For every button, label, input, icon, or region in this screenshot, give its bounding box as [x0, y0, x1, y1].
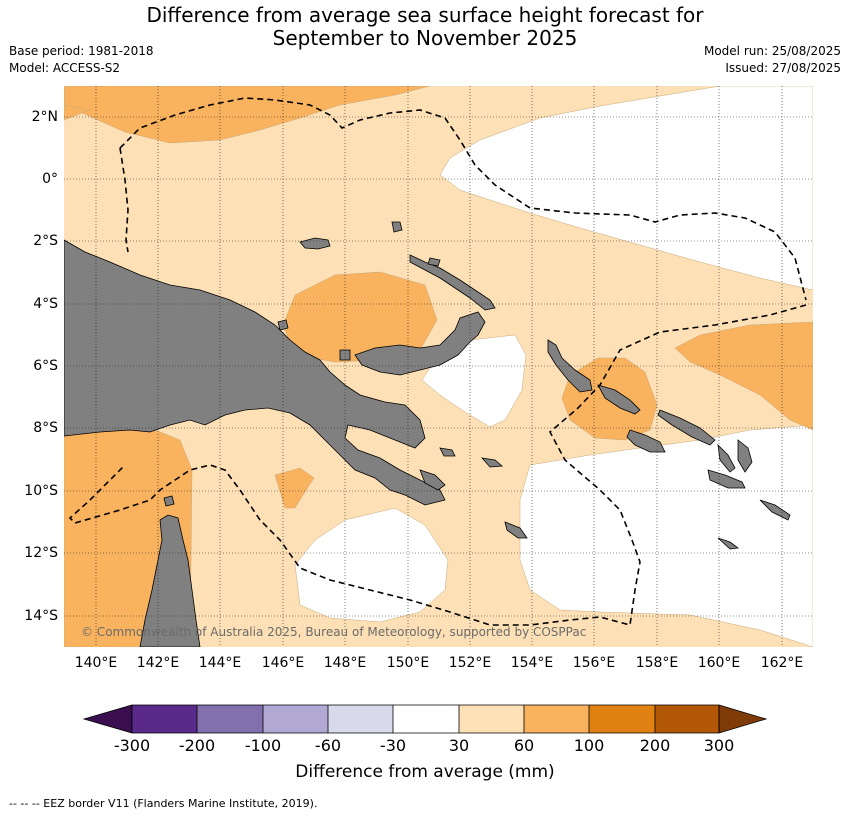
- colorbar-tick-300: 300: [703, 736, 735, 755]
- eez-footnote: -- -- -- EEZ border V11 (Flanders Marine…: [9, 797, 318, 810]
- land-vanuatu-north: [737, 439, 753, 473]
- land-new-ireland: [409, 254, 496, 311]
- copyright-notice: © Commonwealth of Australia 2025, Bureau…: [81, 625, 587, 639]
- land-small-isl-2: [391, 221, 403, 233]
- colorbar-bin-3: [263, 705, 328, 733]
- land-trobriand: [439, 447, 456, 457]
- meta-left: Base period: 1981-2018 Model: ACCESS-S2: [9, 43, 154, 77]
- lon-label-144e: 144°E: [198, 655, 242, 671]
- base-period: Base period: 1981-2018: [9, 44, 154, 58]
- lat-label-0: 0°: [42, 171, 58, 187]
- colorbar-bin-5: [393, 705, 459, 733]
- land-small-isl-4: [339, 349, 351, 361]
- lat-label-2n: 2°N: [31, 109, 58, 125]
- anomaly-60-100-southwest-upper: [64, 86, 91, 121]
- colorbar-tick-200: 200: [639, 736, 671, 755]
- lon-label-162e: 162°E: [760, 655, 804, 671]
- lon-label-160e: 160°E: [697, 655, 741, 671]
- lon-label-150e: 150°E: [386, 655, 430, 671]
- land-new-guinea: [64, 239, 446, 506]
- issued-date: Issued: 27/08/2025: [725, 61, 841, 75]
- colorbar-bin-1: [132, 705, 197, 733]
- neutral-region-north-east: [439, 86, 813, 291]
- colorbar-tick-m300: -300: [113, 736, 151, 755]
- land-woodlark: [480, 457, 503, 468]
- eez-png-east: [68, 304, 807, 627]
- colorbar-tick-30: 30: [448, 736, 470, 755]
- lat-label-6s: 6°S: [33, 358, 58, 374]
- colorbar-bin-7: [524, 705, 589, 733]
- land-malaita: [717, 443, 736, 473]
- lon-label-146e: 146°E: [261, 655, 305, 671]
- eez-borders: [68, 97, 807, 627]
- lat-label-8s: 8°S: [33, 420, 58, 436]
- land-choiseul: [597, 384, 641, 415]
- colorbar-bin-9: [655, 705, 719, 733]
- neutral-region-coral-sea: [294, 507, 449, 623]
- anomaly-60-100-north: [64, 86, 431, 144]
- colorbar-extend-low: [82, 704, 133, 734]
- land-guadalcanal: [626, 429, 666, 453]
- model-name: Model: ACCESS-S2: [9, 61, 121, 75]
- anomaly-60-100-small: [274, 467, 315, 509]
- anomaly-60-100-east: [674, 321, 813, 431]
- lon-label-152e: 152°E: [448, 655, 492, 671]
- colorbar-tick-m200: -200: [178, 736, 216, 755]
- title-line-2: September to November 2025: [272, 26, 578, 50]
- lon-label-140e: 140°E: [74, 655, 118, 671]
- model-run: Model run: 25/08/2025: [703, 44, 841, 58]
- colorbar-tick-m100: -100: [244, 736, 282, 755]
- colorbar-tick-60: 60: [513, 736, 535, 755]
- colorbar-tick-m60: -60: [314, 736, 342, 755]
- lat-label-14s: 14°S: [24, 608, 58, 624]
- lat-label-12s: 12°S: [24, 545, 58, 561]
- map-title: Difference from average sea surface heig…: [0, 4, 850, 50]
- land-torres-isl: [163, 495, 175, 507]
- lon-label-148e: 148°E: [323, 655, 367, 671]
- land-santa-isabel: [657, 409, 716, 446]
- lon-label-154e: 154°E: [510, 655, 554, 671]
- land-louisiade: [504, 521, 528, 539]
- land-makira: [707, 469, 746, 489]
- land-rennell: [759, 499, 791, 521]
- colorbar-bin-2: [197, 705, 263, 733]
- land-cape-york: [139, 514, 201, 647]
- colorbar-bin-4: [328, 705, 393, 733]
- colorbar-title: Difference from average (mm): [295, 762, 555, 782]
- colorbar-bin-6: [459, 705, 524, 733]
- lon-label-156e: 156°E: [572, 655, 616, 671]
- meta-right: Model run: 25/08/2025 Issued: 27/08/2025: [704, 43, 841, 77]
- land-new-britain: [354, 311, 486, 376]
- land-dentrecasteaux: [419, 469, 446, 491]
- colorbar-bin-8: [589, 705, 655, 733]
- colorbar: [82, 704, 768, 734]
- colorbar-tick-m30: -30: [379, 736, 407, 755]
- lat-label-10s: 10°S: [24, 483, 58, 499]
- lon-label-142e: 142°E: [136, 655, 180, 671]
- land-islet-se: [717, 537, 740, 550]
- land-small-isl-3: [427, 257, 441, 267]
- lat-label-4s: 4°S: [33, 296, 58, 312]
- graticule: [64, 86, 813, 647]
- land-small-isl-1: [277, 319, 289, 331]
- land-bougainville: [547, 339, 593, 393]
- lon-label-158e: 158°E: [635, 655, 679, 671]
- eez-png-west: [119, 147, 129, 253]
- colorbar-extend-high: [718, 704, 768, 734]
- colorbar-tick-100: 100: [573, 736, 605, 755]
- eez-png: [119, 97, 807, 301]
- lat-label-2s: 2°S: [33, 233, 58, 249]
- sea-level-map: [64, 86, 813, 647]
- title-line-1: Difference from average sea surface heig…: [146, 3, 704, 27]
